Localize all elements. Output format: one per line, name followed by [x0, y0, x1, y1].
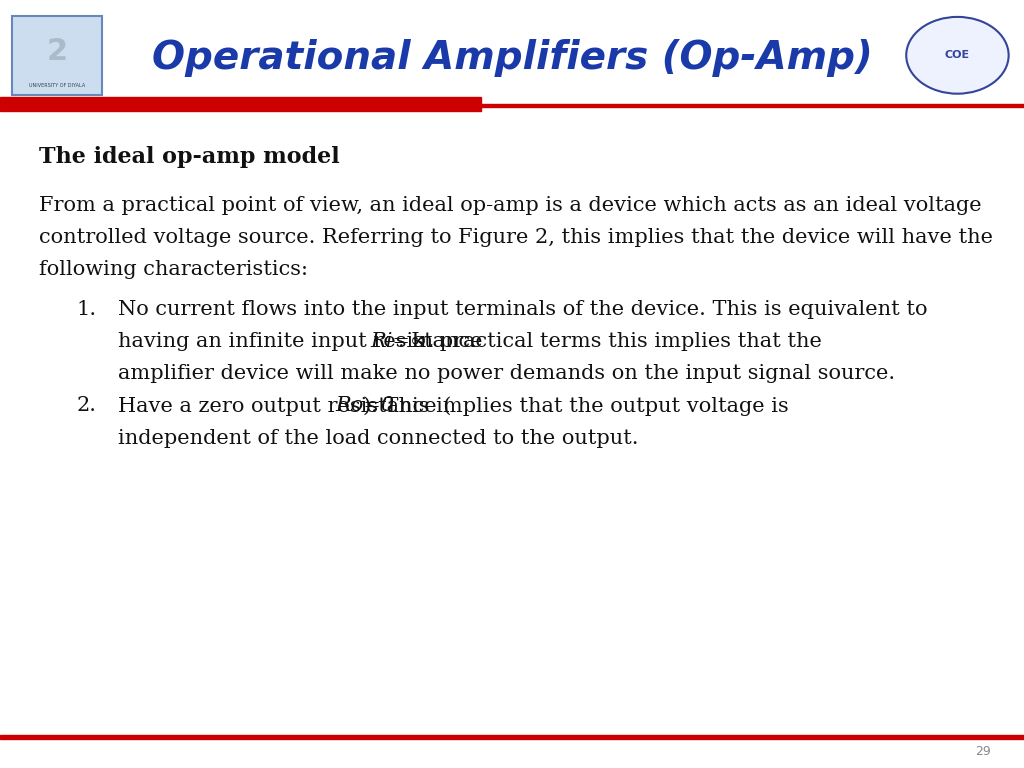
Text: The ideal op-amp model: The ideal op-amp model	[39, 146, 340, 168]
Text: COE: COE	[945, 50, 970, 61]
Text: From a practical point of view, an ideal op-amp is a device which acts as an ide: From a practical point of view, an ideal…	[39, 196, 982, 215]
FancyBboxPatch shape	[12, 16, 102, 95]
Text: No current flows into the input terminals of the device. This is equivalent to: No current flows into the input terminal…	[118, 300, 928, 319]
Text: 2.: 2.	[77, 396, 97, 415]
Text: ). This implies that the output voltage is: ). This implies that the output voltage …	[364, 396, 788, 416]
Text: Have a zero output resistance (: Have a zero output resistance (	[118, 396, 452, 416]
Text: 29: 29	[976, 745, 991, 758]
Text: UNIVERSITY OF DIYALA: UNIVERSITY OF DIYALA	[30, 83, 85, 88]
Text: following characteristics:: following characteristics:	[39, 260, 308, 280]
Bar	[481, 104, 1024, 107]
Text: Operational Amplifiers (Op-Amp): Operational Amplifiers (Op-Amp)	[152, 38, 872, 77]
Text: controlled voltage source. Referring to Figure 2, this implies that the device w: controlled voltage source. Referring to …	[39, 228, 993, 247]
Text: . In practical terms this implies that the: . In practical terms this implies that t…	[398, 332, 822, 351]
Text: Ro=0: Ro=0	[335, 396, 394, 415]
Text: independent of the load connected to the output.: independent of the load connected to the…	[118, 429, 638, 448]
Circle shape	[906, 17, 1009, 94]
Text: 1.: 1.	[77, 300, 97, 319]
Bar	[0, 97, 481, 111]
Text: having an infinite input resistance: having an infinite input resistance	[118, 332, 488, 351]
Bar	[0, 735, 1024, 739]
Text: Ri=∞: Ri=∞	[370, 332, 427, 351]
Text: amplifier device will make no power demands on the input signal source.: amplifier device will make no power dema…	[118, 364, 895, 383]
Text: 2: 2	[47, 37, 68, 66]
